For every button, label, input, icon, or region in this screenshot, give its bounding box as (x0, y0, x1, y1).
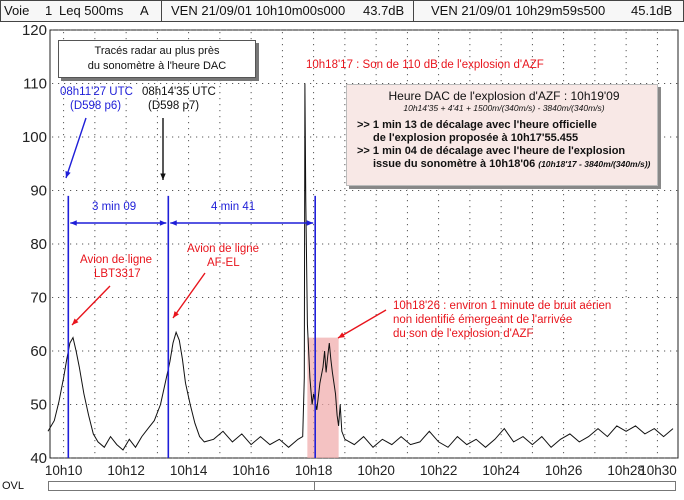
noise-note-2: non identifié émergeant de l'arrivée (393, 314, 573, 326)
plane-2-arrow-head (173, 311, 179, 318)
x-tick-label: 10h14 (170, 463, 208, 478)
gap-2-label: 4 min 41 (211, 201, 256, 213)
x-axis-ticks: 10h10 10h12 10h14 10h16 10h18 10h20 10h22 10h24… (45, 463, 677, 478)
end-level: 45.1dB (631, 3, 673, 18)
dac-formula: 10h14'35 + 4'41 + 1500m/(340m/s) - 3840m… (403, 103, 605, 113)
annotation-arrows (65, 117, 387, 339)
y-tick-label: 110 (23, 76, 47, 93)
y-tick-label: 120 (22, 22, 47, 39)
noise-arrow (337, 309, 387, 339)
radar-note-box: Tracés radar au plus près du sonomètre à… (58, 40, 256, 78)
marker-2-ref: (D598 p7) (148, 100, 200, 112)
y-tick-label: 40 (30, 450, 47, 467)
voie-number: 1 (45, 3, 53, 18)
start-timestamp: VEN 21/09/01 10h10m00s000 (171, 3, 346, 18)
time-markers (67, 195, 316, 458)
x-tick-label: 10h16 (232, 463, 270, 478)
end-timestamp: VEN 21/09/01 10h29m59s500 (431, 3, 606, 18)
gap-1-label: 3 min 09 (92, 201, 137, 213)
y-tick-label: 60 (30, 343, 47, 360)
marker-1-ref: (D598 p6) (70, 100, 122, 112)
dac-line-4-formula: (10h18'17 - 3840m/(340m/s)) (538, 159, 651, 169)
y-tick-label: 90 (30, 183, 47, 200)
plane-1-arrow (71, 285, 111, 326)
radar-note-line-2: du sonomètre à l'heure DAC (87, 60, 227, 72)
x-tick-label: 10h24 (482, 463, 520, 478)
dac-line-1: >> 1 min 13 de décalage avec l'heure off… (357, 119, 597, 131)
gap-2-arrow-head (170, 220, 177, 226)
y-tick-label: 50 (30, 397, 47, 414)
weighting-label: A (140, 3, 149, 18)
x-tick-label: 10h22 (420, 463, 458, 478)
chart-header: Voie 1 Leq 500ms A VEN 21/09/01 10h10m00… (0, 0, 684, 22)
plane-2-id: AF-EL (207, 257, 240, 269)
y-tick-label: 100 (22, 129, 47, 146)
y-axis-ticks: 40 50 60 70 80 90 100 110 120 (22, 22, 47, 467)
dac-line-4: issue du sonomètre à 10h18'06 (10h18'17 … (357, 158, 651, 171)
x-tick-label: 10h26 (545, 463, 583, 478)
noise-highlight (307, 337, 339, 458)
marker-2-arrow-head (160, 173, 166, 180)
dac-line-2: de l'explosion proposée à 10h17'55.455 (373, 132, 579, 144)
gap-1-arrow-head (159, 220, 167, 226)
x-tick-label: 10h12 (107, 463, 145, 478)
noise-note-3: du son de l'explosion d'AZF (393, 328, 534, 340)
marker-1-arrow (65, 117, 87, 179)
plane-1-id: LBT3317 (94, 268, 141, 280)
x-tick-label: 10h20 (357, 463, 395, 478)
plane-1-arrow-head (72, 318, 79, 325)
y-tick-label: 80 (30, 236, 47, 253)
marker-1-time: 08h11'27 UTC (60, 86, 133, 98)
x-tick-label: 10h28 (607, 463, 645, 478)
ovl-bar (48, 481, 676, 491)
noise-arrow-head (338, 332, 345, 338)
dac-time-box: Heure DAC de l'explosion d'AZF : 10h19'0… (346, 84, 658, 186)
sound-level-series-line (47, 83, 674, 451)
x-tick-label: 10h18 (295, 463, 333, 478)
dac-title: Heure DAC de l'explosion d'AZF : 10h19'0… (388, 89, 620, 103)
radar-note-line-1: Tracés radar au plus près (94, 45, 220, 57)
start-level: 43.7dB (363, 3, 405, 18)
plane-2-label: Avion de ligne (187, 243, 260, 255)
explosion-label: 10h18'17 : Son de 110 dB de l'explosion … (306, 59, 544, 71)
marker-1-arrow-head (65, 171, 71, 178)
marker-2-time: 08h14'35 UTC (142, 86, 216, 98)
x-tick-label: 10h30 (639, 463, 677, 478)
y-tick-label: 70 (30, 290, 47, 307)
dac-line-4-text: issue du sonomètre à 10h18'06 (373, 158, 536, 170)
ovl-label: OVL (2, 480, 25, 492)
x-tick-label: 10h10 (45, 463, 83, 478)
gap-2-arrow-head (306, 220, 314, 226)
leq-label: Leq 500ms (59, 3, 124, 18)
noise-note-1: 10h18'26 : environ 1 minute de bruit aér… (393, 300, 612, 312)
voie-label: Voie (4, 3, 30, 18)
plane-1-label: Avion de ligne (80, 254, 153, 266)
plot-frame (49, 29, 679, 459)
gap-1-arrow-head (70, 220, 77, 226)
plane-2-arrow (172, 272, 206, 319)
dac-line-3: >> 1 min 04 de décalage avec l'heure de … (357, 145, 626, 157)
